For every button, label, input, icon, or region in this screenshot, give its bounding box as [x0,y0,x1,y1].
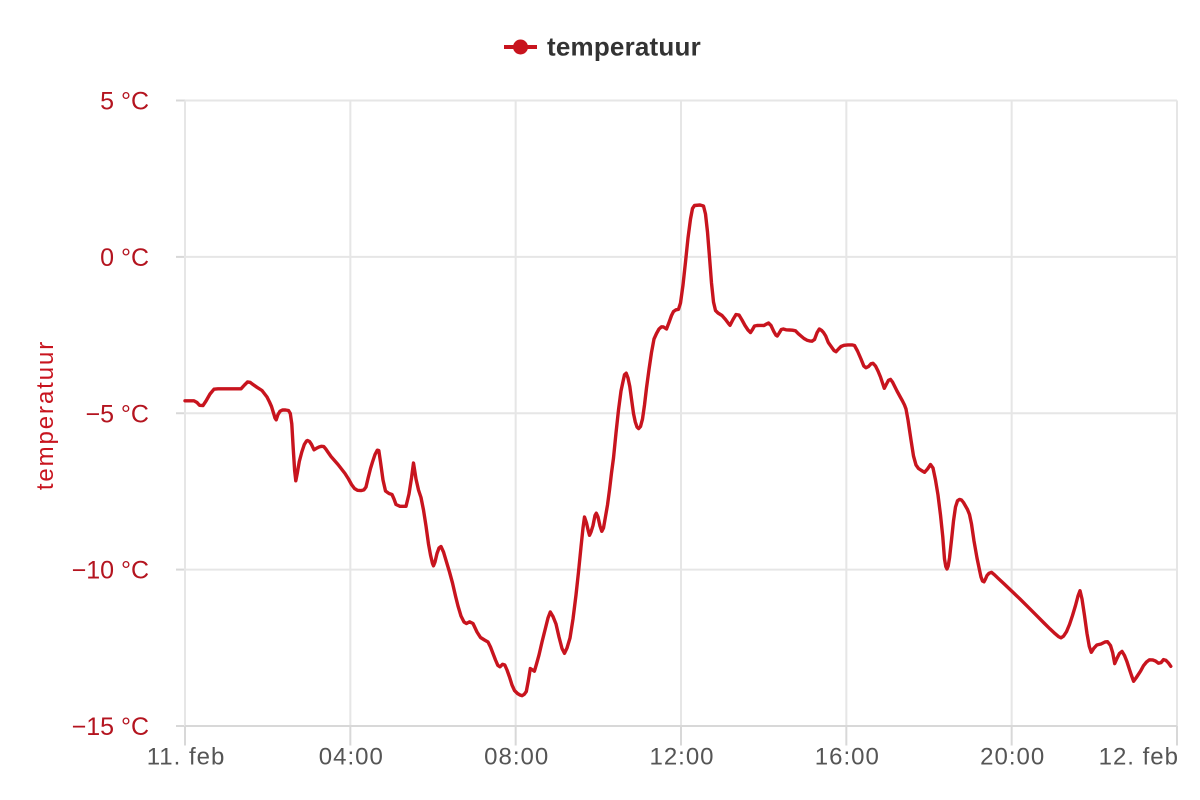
svg-text:04:00: 04:00 [319,744,384,771]
svg-text:temperatuur: temperatuur [547,32,701,62]
svg-text:5 °C: 5 °C [100,88,149,116]
svg-text:12. feb: 12. feb [1099,744,1179,771]
svg-text:16:00: 16:00 [815,744,880,771]
svg-text:20:00: 20:00 [980,744,1045,771]
svg-text:temperatuur: temperatuur [32,340,59,490]
svg-text:−5 °C: −5 °C [85,400,149,428]
svg-text:0 °C: 0 °C [100,244,149,272]
svg-text:08:00: 08:00 [484,744,549,771]
svg-text:−15 °C: −15 °C [72,713,149,741]
svg-text:11. feb: 11. feb [147,744,226,771]
svg-text:12:00: 12:00 [649,744,714,771]
svg-text:−10 °C: −10 °C [72,557,149,585]
